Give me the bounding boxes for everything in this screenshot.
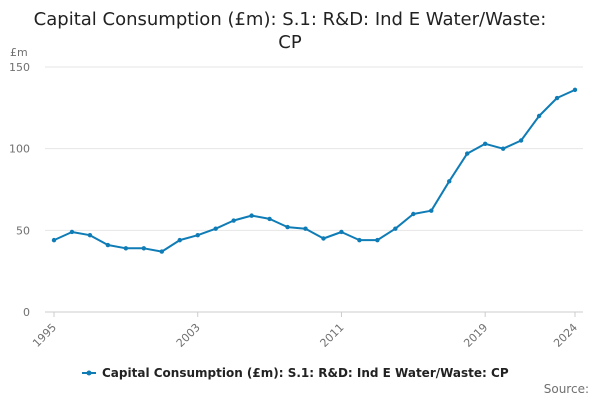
chart-title-line-1: Capital Consumption (£m): S.1: R&D: Ind … — [34, 9, 547, 30]
data-point[interactable] — [339, 229, 344, 235]
data-point[interactable] — [321, 236, 326, 241]
x-tick-label: 2003 — [174, 321, 203, 350]
series-group — [51, 87, 578, 254]
legend-entry: Capital Consumption (£m): S.1: R&D: Ind … — [102, 366, 509, 380]
data-point[interactable] — [69, 229, 75, 235]
data-point[interactable] — [213, 226, 218, 231]
data-point[interactable] — [87, 233, 93, 238]
data-point[interactable] — [51, 237, 57, 243]
data-point[interactable] — [375, 237, 380, 243]
data-point[interactable] — [105, 242, 111, 248]
data-point[interactable] — [249, 213, 254, 218]
data-point[interactable] — [303, 226, 308, 231]
y-axis-ticks: 0 50 100 150 — [9, 61, 30, 319]
data-point[interactable] — [357, 237, 362, 243]
legend-marker-dot — [86, 370, 92, 376]
data-point[interactable] — [572, 87, 578, 93]
data-point[interactable] — [267, 216, 272, 222]
data-point[interactable] — [393, 226, 398, 231]
data-point[interactable] — [465, 151, 470, 156]
data-point[interactable] — [500, 146, 506, 151]
data-point[interactable] — [447, 179, 452, 184]
x-axis-ticks: 1995 2003 2011 2019 2024 — [30, 312, 580, 350]
data-point[interactable] — [159, 249, 164, 254]
data-point[interactable] — [177, 237, 182, 243]
data-point[interactable] — [231, 218, 236, 223]
series-line — [53, 88, 576, 253]
x-tick-label: 2024 — [551, 321, 580, 350]
data-point[interactable] — [195, 233, 200, 238]
data-point[interactable] — [141, 246, 147, 251]
chart-title-line-2: CP — [278, 32, 302, 53]
data-point[interactable] — [285, 224, 290, 230]
data-point[interactable] — [411, 211, 416, 217]
x-tick-label: 2011 — [318, 321, 347, 350]
y-tick-label: 50 — [16, 224, 30, 237]
source-label: Source: — [544, 382, 589, 396]
data-point[interactable] — [536, 113, 542, 119]
y-axis-label: £m — [10, 46, 28, 59]
data-point[interactable] — [518, 138, 524, 143]
x-tick-label: 2019 — [461, 321, 490, 350]
x-tick-label: 1995 — [30, 321, 59, 350]
legend[interactable]: Capital Consumption (£m): S.1: R&D: Ind … — [82, 366, 509, 380]
gridlines — [45, 66, 583, 313]
data-point[interactable] — [482, 141, 488, 146]
y-tick-label: 150 — [9, 61, 30, 74]
data-point[interactable] — [123, 246, 129, 251]
data-point[interactable] — [429, 208, 434, 213]
data-point[interactable] — [554, 95, 560, 101]
y-tick-label: 100 — [9, 143, 30, 156]
y-tick-label: 0 — [23, 306, 30, 319]
